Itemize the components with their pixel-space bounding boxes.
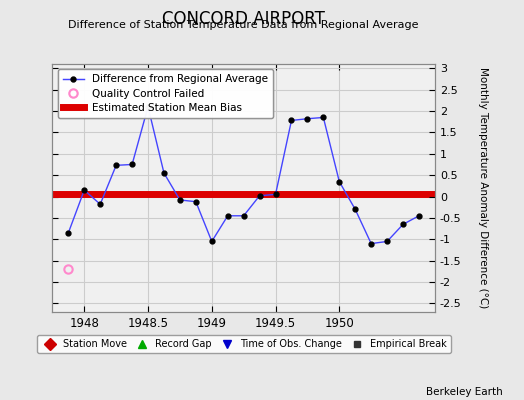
- Difference from Regional Average: [272, 192, 279, 197]
- Difference from Regional Average: [400, 222, 406, 227]
- Line: Difference from Regional Average: Difference from Regional Average: [66, 104, 421, 246]
- Difference from Regional Average: [368, 241, 374, 246]
- Legend: Station Move, Record Gap, Time of Obs. Change, Empirical Break: Station Move, Record Gap, Time of Obs. C…: [37, 335, 451, 353]
- Difference from Regional Average: [320, 115, 326, 120]
- Difference from Regional Average: [65, 230, 71, 235]
- Text: CONCORD AIRPORT: CONCORD AIRPORT: [162, 10, 325, 28]
- Difference from Regional Average: [209, 239, 215, 244]
- Text: Difference of Station Temperature Data from Regional Average: Difference of Station Temperature Data f…: [69, 20, 419, 30]
- Difference from Regional Average: [256, 193, 263, 198]
- Difference from Regional Average: [352, 207, 358, 212]
- Difference from Regional Average: [145, 104, 151, 109]
- Text: Berkeley Earth: Berkeley Earth: [427, 387, 503, 397]
- Difference from Regional Average: [113, 163, 119, 168]
- Difference from Regional Average: [288, 118, 294, 123]
- Difference from Regional Average: [161, 171, 167, 176]
- Difference from Regional Average: [177, 198, 183, 202]
- Difference from Regional Average: [304, 116, 311, 121]
- Y-axis label: Monthly Temperature Anomaly Difference (°C): Monthly Temperature Anomaly Difference (…: [478, 67, 488, 309]
- Difference from Regional Average: [129, 162, 135, 167]
- Legend: Difference from Regional Average, Quality Control Failed, Estimated Station Mean: Difference from Regional Average, Qualit…: [58, 69, 273, 118]
- Difference from Regional Average: [416, 213, 422, 218]
- Difference from Regional Average: [97, 202, 103, 207]
- Difference from Regional Average: [336, 179, 343, 184]
- Difference from Regional Average: [193, 199, 199, 204]
- Difference from Regional Average: [225, 213, 231, 218]
- Difference from Regional Average: [384, 239, 390, 244]
- Difference from Regional Average: [241, 213, 247, 218]
- Difference from Regional Average: [81, 188, 88, 192]
